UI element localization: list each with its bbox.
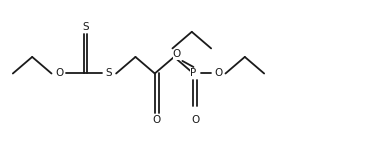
Text: O: O [173, 49, 181, 59]
Text: O: O [191, 115, 199, 125]
Text: S: S [106, 69, 112, 78]
Text: P: P [191, 69, 197, 78]
Text: S: S [82, 22, 89, 32]
Text: O: O [152, 115, 161, 125]
Text: O: O [214, 69, 222, 78]
Text: O: O [55, 69, 63, 78]
